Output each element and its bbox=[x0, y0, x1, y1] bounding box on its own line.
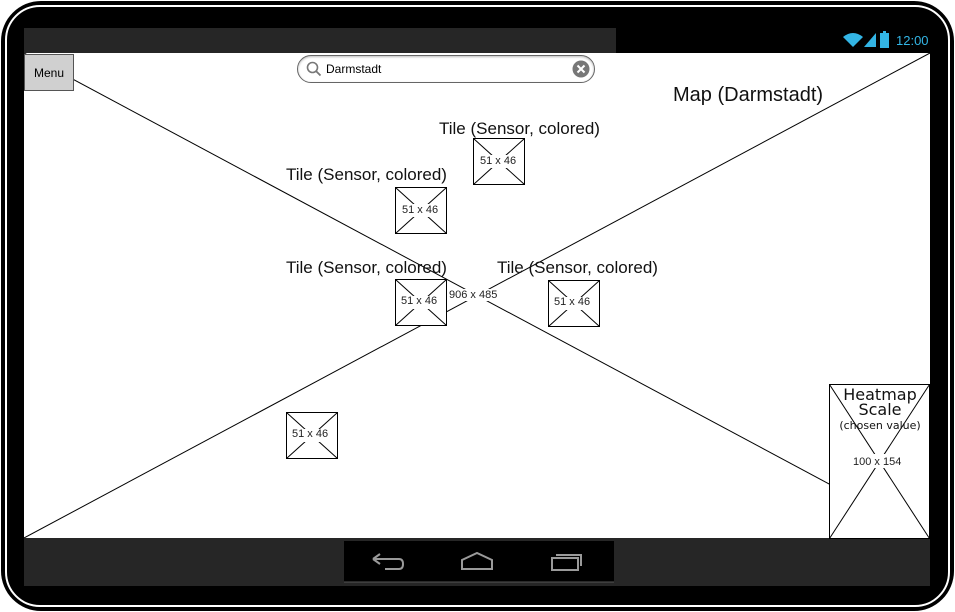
tile-size-label: 51 x 46 bbox=[401, 295, 438, 307]
tile-label: Tile (Sensor, colored) bbox=[286, 165, 447, 184]
status-time: 12:00 bbox=[896, 33, 929, 48]
tile-size-label: 51 x 46 bbox=[554, 296, 591, 308]
heatmap-title-line1: Heatmap bbox=[843, 385, 917, 404]
heatmap-size-label: 100 x 154 bbox=[853, 456, 902, 468]
tile-label: Tile (Sensor, colored) bbox=[439, 119, 600, 138]
map-title: Map (Darmstadt) bbox=[673, 84, 824, 106]
signal-icon bbox=[864, 33, 876, 47]
sensor-tile[interactable] bbox=[548, 280, 600, 327]
recent-apps-icon[interactable] bbox=[550, 552, 584, 572]
wifi-icon bbox=[843, 33, 863, 47]
tile-label: Tile (Sensor, colored) bbox=[497, 258, 658, 277]
search-input[interactable] bbox=[326, 59, 562, 79]
back-icon[interactable] bbox=[371, 551, 405, 573]
home-icon[interactable] bbox=[460, 551, 494, 571]
battery-icon bbox=[880, 31, 889, 48]
tile-size-label: 51 x 46 bbox=[480, 155, 517, 167]
menu-button[interactable]: Menu bbox=[24, 54, 74, 91]
map-size-label: 906 x 485 bbox=[447, 289, 500, 301]
sensor-tile[interactable] bbox=[395, 187, 447, 234]
clear-search-icon[interactable] bbox=[572, 60, 590, 78]
heatmap-subtitle: (chosen value) bbox=[839, 419, 921, 432]
search-bar bbox=[297, 55, 595, 83]
search-icon bbox=[306, 61, 322, 77]
heatmap-scale bbox=[829, 384, 930, 539]
tile-size-label: 51 x 46 bbox=[402, 204, 439, 216]
sensor-tile[interactable] bbox=[473, 138, 525, 185]
sensor-tile[interactable] bbox=[286, 412, 338, 459]
tile-size-label: 51 x 46 bbox=[292, 428, 329, 440]
sensor-tile[interactable] bbox=[395, 279, 447, 326]
tile-label: Tile (Sensor, colored) bbox=[286, 258, 447, 277]
heatmap-title-line2: Scale bbox=[858, 400, 902, 419]
